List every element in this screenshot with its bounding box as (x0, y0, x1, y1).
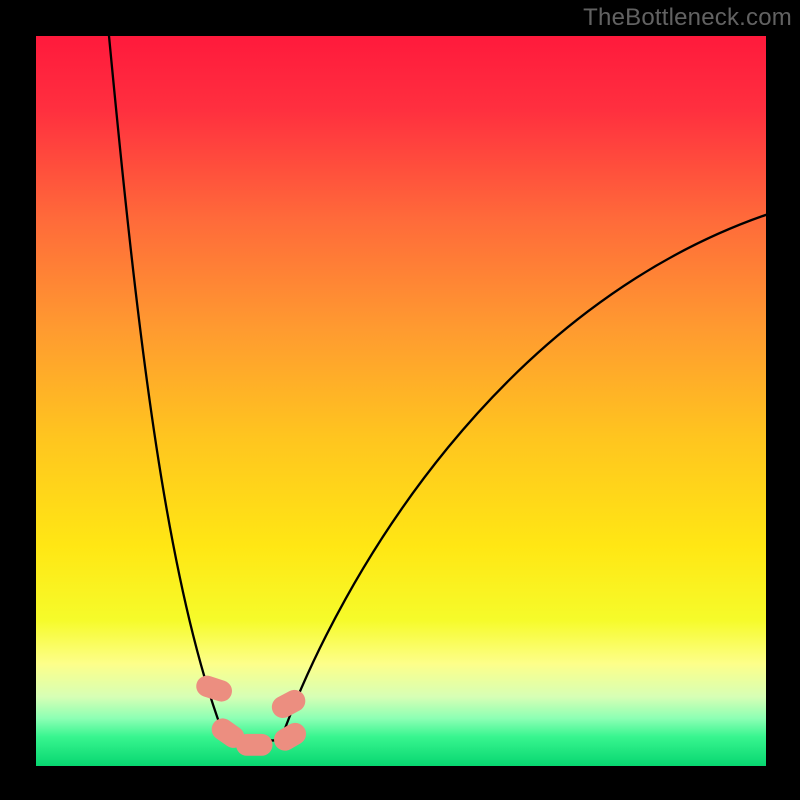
plot-frame (36, 36, 766, 766)
curve-left_arm (109, 36, 226, 740)
marker-capsule (193, 673, 234, 704)
marker-capsule (270, 719, 310, 755)
curve-layer (36, 36, 766, 766)
marker-capsule (236, 734, 273, 756)
curve-right_arm (281, 215, 766, 741)
stage: TheBottleneck.com (0, 0, 800, 800)
watermark-text: TheBottleneck.com (583, 0, 800, 32)
